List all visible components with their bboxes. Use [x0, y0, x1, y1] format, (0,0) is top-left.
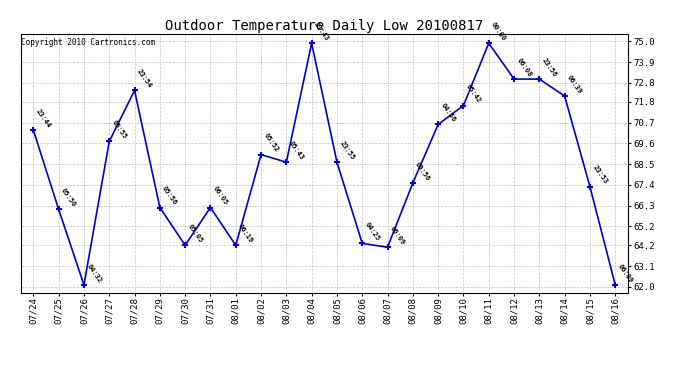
Text: 09:56: 09:56: [414, 161, 431, 182]
Text: 05:43: 05:43: [288, 140, 305, 161]
Text: 00:00: 00:00: [490, 21, 507, 42]
Text: 06:08: 06:08: [515, 57, 533, 78]
Text: 05:42: 05:42: [465, 83, 482, 104]
Text: 06:05: 06:05: [212, 185, 229, 206]
Text: 04:56: 04:56: [440, 102, 457, 123]
Text: 05:56: 05:56: [161, 185, 178, 206]
Text: Copyright 2010 Cartronics.com: Copyright 2010 Cartronics.com: [21, 38, 155, 46]
Text: 06:09: 06:09: [389, 225, 406, 246]
Text: 23:44: 23:44: [34, 108, 52, 129]
Text: 06:39: 06:39: [566, 74, 583, 95]
Text: 04:25: 04:25: [364, 221, 381, 242]
Text: 05:05: 05:05: [186, 223, 204, 244]
Text: 06:19: 06:19: [237, 223, 254, 244]
Text: 05:52: 05:52: [262, 132, 279, 153]
Text: 23:55: 23:55: [338, 140, 355, 161]
Text: 06:09: 06:09: [617, 263, 633, 284]
Text: 05:55: 05:55: [110, 119, 128, 140]
Text: 23:56: 23:56: [541, 57, 558, 78]
Text: 23:54: 23:54: [136, 68, 153, 89]
Text: 04:32: 04:32: [86, 263, 102, 284]
Title: Outdoor Temperature Daily Low 20100817: Outdoor Temperature Daily Low 20100817: [165, 19, 484, 33]
Text: 23:43: 23:43: [313, 21, 330, 42]
Text: 23:53: 23:53: [591, 165, 609, 185]
Text: 05:50: 05:50: [60, 187, 77, 208]
